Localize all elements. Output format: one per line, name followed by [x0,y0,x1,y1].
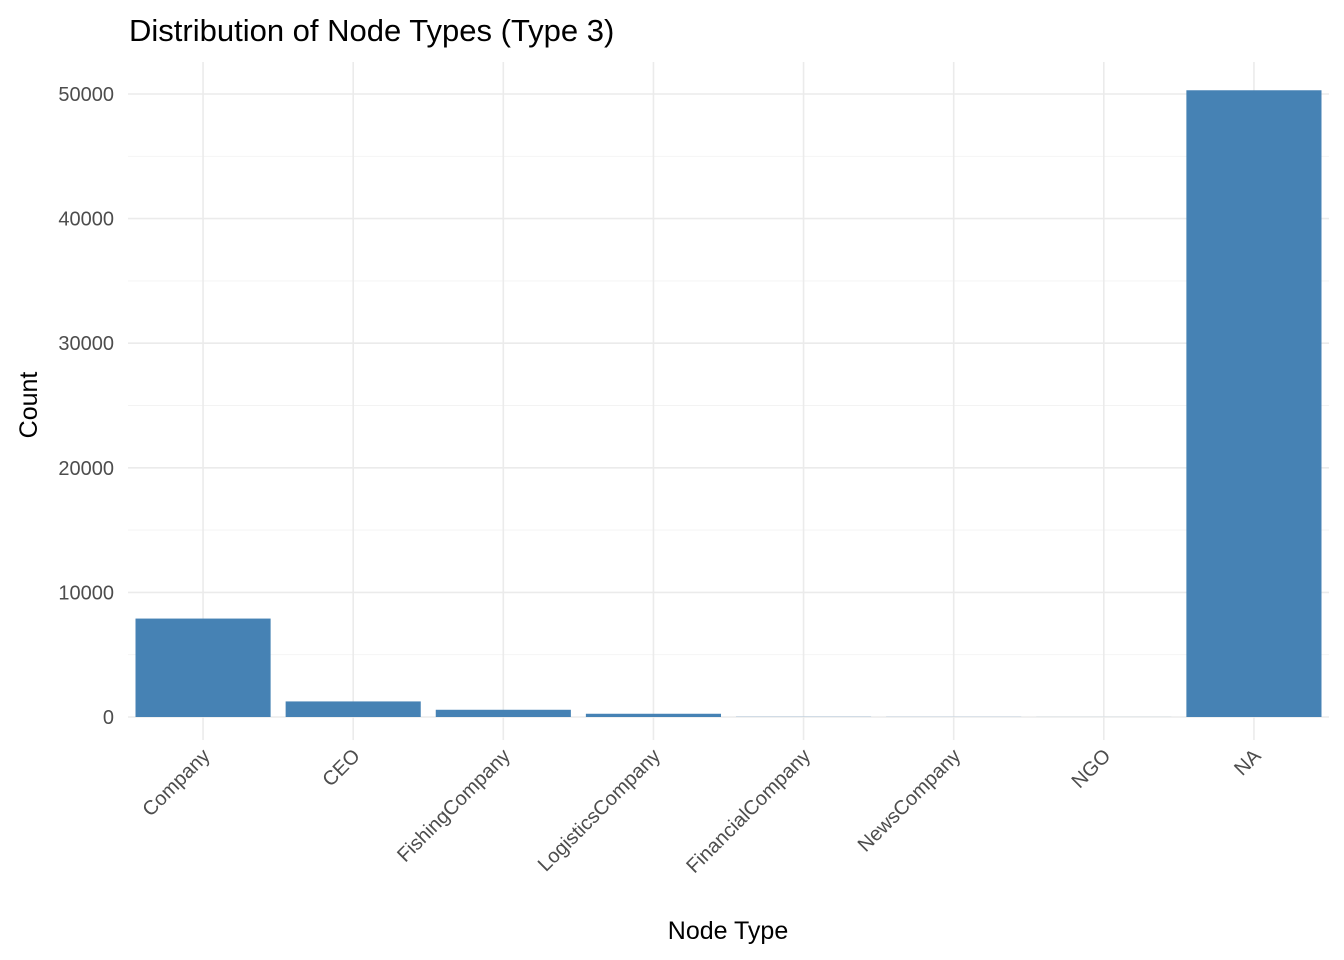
grid [128,62,1329,740]
bars [135,90,1322,717]
bar-na [1186,90,1322,717]
x-tick-label: NewsCompany [854,745,965,856]
bar-fishingcompany [435,709,571,717]
y-tick-label: 50000 [58,84,114,106]
x-axis-title: Node Type [668,917,788,945]
x-tick-label: Company [139,745,215,821]
y-tick-label: 0 [103,707,114,729]
x-axis-ticks: Company CEO FishingCompany LogisticsCompany… [139,745,1266,878]
y-axis-ticks: 0 10000 20000 30000 40000 50000 [58,84,114,729]
x-tick-label: NA [1230,745,1266,781]
y-tick-label: 10000 [58,582,114,604]
x-tick-label: CEO [319,745,365,791]
y-tick-label: 20000 [58,458,114,480]
bar-ceo [285,701,421,717]
x-tick-label: LogisticsCompany [534,745,665,876]
bar-company [135,618,271,717]
x-tick-label: FishingCompany [393,745,515,867]
chart-title: Distribution of Node Types (Type 3) [129,13,614,48]
x-tick-label: NGO [1068,745,1116,793]
y-tick-label: 30000 [58,333,114,355]
bar-logisticscompany [585,713,721,717]
x-tick-label: FinancialCompany [682,745,815,878]
y-axis-title: Count [15,372,43,439]
y-tick-label: 40000 [58,209,114,231]
